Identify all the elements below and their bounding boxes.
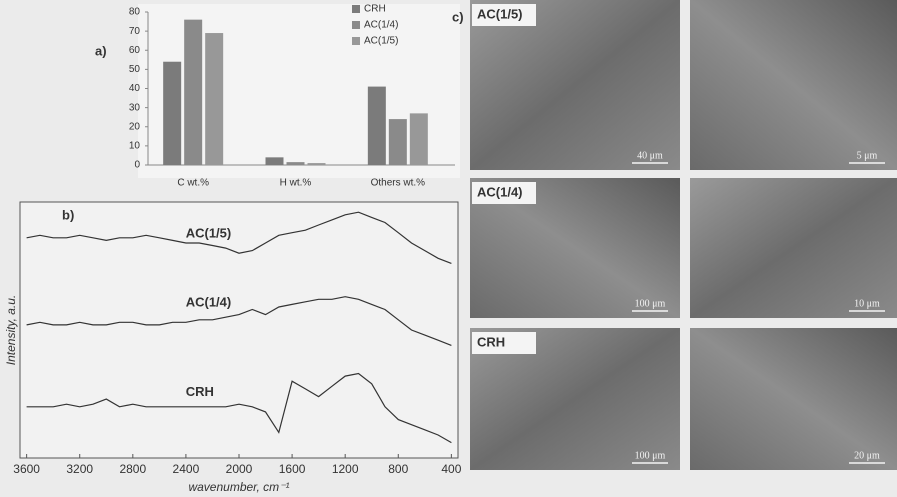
legend-swatch — [352, 37, 360, 45]
y-tick-label: 10 — [129, 141, 141, 152]
x-tick-label: 1600 — [279, 462, 306, 476]
bar — [266, 157, 284, 165]
x-tick-label: 2400 — [173, 462, 200, 476]
y-tick-label: 30 — [129, 102, 141, 113]
sem-image — [690, 0, 897, 170]
bar — [163, 62, 181, 165]
panel-label: b) — [62, 207, 74, 222]
legend-label: AC(1/4) — [364, 20, 398, 31]
series-label: CRH — [186, 384, 214, 399]
bar — [410, 113, 428, 165]
x-tick-label: C wt.% — [177, 178, 209, 189]
image-label: AC(1/4) — [477, 184, 523, 199]
x-tick-label: 800 — [388, 462, 408, 476]
legend-label: AC(1/5) — [364, 36, 398, 47]
bar — [205, 33, 223, 165]
scale-label: 100 μm — [635, 298, 666, 309]
scale-label: 100 μm — [635, 450, 666, 461]
y-axis-label: Intensity, a.u. — [4, 295, 18, 365]
x-tick-label: 1200 — [332, 462, 359, 476]
x-tick-label: 400 — [441, 462, 461, 476]
x-tick-label: Others wt.% — [371, 178, 426, 189]
panel-label: a) — [95, 43, 107, 58]
y-tick-label: 20 — [129, 121, 141, 132]
x-tick-label: H wt.% — [280, 178, 312, 189]
series-label: AC(1/4) — [186, 295, 232, 310]
bar — [389, 119, 407, 165]
legend-swatch — [352, 5, 360, 13]
panel-label: c) — [452, 9, 464, 24]
scale-label: 10 μm — [854, 298, 880, 309]
x-tick-label: 3200 — [66, 462, 93, 476]
bar — [368, 87, 386, 165]
sem-image — [690, 178, 897, 318]
figure: a) 0 10 20 30 40 50 60 70 80 C wt.% H wt.% Others wt… — [0, 0, 897, 497]
x-tick-label: 2000 — [226, 462, 253, 476]
scale-label: 20 μm — [854, 450, 880, 461]
y-tick-label: 40 — [129, 83, 141, 94]
series-label: AC(1/5) — [186, 226, 232, 241]
y-tick-label: 60 — [129, 45, 141, 56]
bar — [308, 163, 326, 165]
line-panel — [20, 202, 458, 458]
image-label: CRH — [477, 334, 505, 349]
y-tick-label: 70 — [129, 26, 141, 37]
image-label: AC(1/5) — [477, 6, 523, 21]
x-tick-label: 3600 — [13, 462, 40, 476]
legend-label: CRH — [364, 4, 386, 15]
y-tick-label: 80 — [129, 7, 141, 18]
bar — [287, 162, 305, 165]
sem-image — [690, 328, 897, 470]
scale-label: 5 μm — [857, 150, 878, 161]
scale-label: 40 μm — [637, 150, 663, 161]
y-tick-label: 0 — [134, 160, 140, 171]
y-tick-label: 50 — [129, 64, 141, 75]
x-axis-label: wavenumber, cm⁻¹ — [188, 480, 289, 494]
bar — [184, 20, 202, 165]
legend-swatch — [352, 21, 360, 29]
x-tick-label: 2800 — [119, 462, 146, 476]
